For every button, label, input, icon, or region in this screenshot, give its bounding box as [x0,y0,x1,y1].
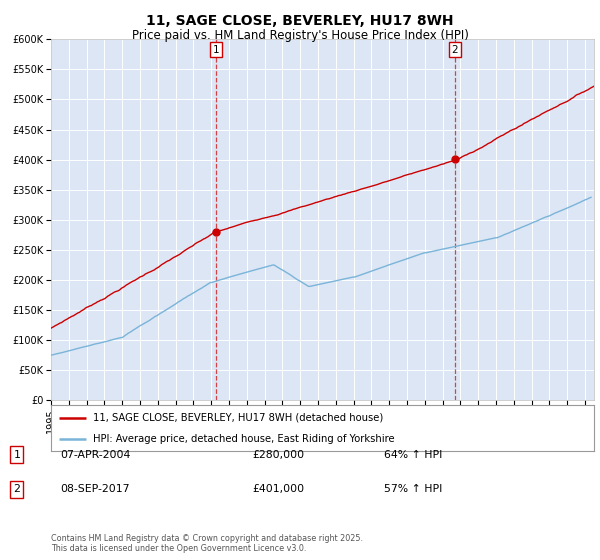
Text: 08-SEP-2017: 08-SEP-2017 [60,484,130,494]
Text: 11, SAGE CLOSE, BEVERLEY, HU17 8WH: 11, SAGE CLOSE, BEVERLEY, HU17 8WH [146,14,454,28]
Text: Contains HM Land Registry data © Crown copyright and database right 2025.
This d: Contains HM Land Registry data © Crown c… [51,534,363,553]
Text: 1: 1 [213,45,220,55]
Text: 07-APR-2004: 07-APR-2004 [60,450,130,460]
Text: 57% ↑ HPI: 57% ↑ HPI [384,484,442,494]
Text: 64% ↑ HPI: 64% ↑ HPI [384,450,442,460]
Text: 2: 2 [13,484,20,494]
Text: 11, SAGE CLOSE, BEVERLEY, HU17 8WH (detached house): 11, SAGE CLOSE, BEVERLEY, HU17 8WH (deta… [94,413,383,423]
Text: 2: 2 [451,45,458,55]
Text: £401,000: £401,000 [252,484,304,494]
Text: Price paid vs. HM Land Registry's House Price Index (HPI): Price paid vs. HM Land Registry's House … [131,29,469,42]
Text: HPI: Average price, detached house, East Riding of Yorkshire: HPI: Average price, detached house, East… [94,435,395,444]
Text: £280,000: £280,000 [252,450,304,460]
Text: 1: 1 [13,450,20,460]
